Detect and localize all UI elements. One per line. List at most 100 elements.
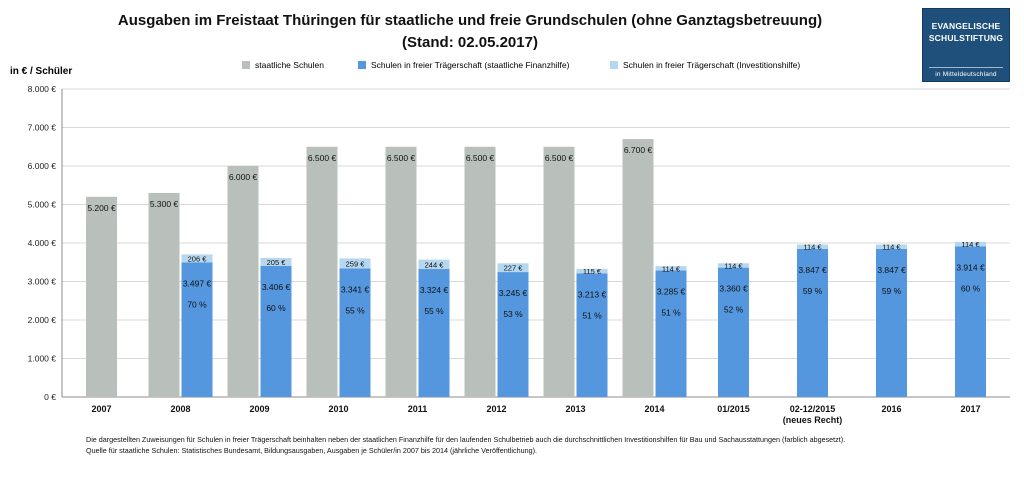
y-tick-label: 6.000 € — [28, 161, 57, 171]
bar-staatlich — [464, 146, 496, 397]
bar-investitionshilfe — [655, 266, 687, 271]
bar-staatlich — [148, 192, 180, 397]
bar-finanzhilfe — [339, 268, 371, 397]
data-label-investitionshilfe: 114 € — [662, 264, 681, 273]
legend-swatch-invest — [610, 61, 618, 69]
bar-finanzhilfe — [955, 246, 986, 397]
logo-text-line1: EVANGELISCHE — [931, 21, 1001, 31]
bar-finanzhilfe — [655, 270, 687, 397]
data-label-investitionshilfe: 114 € — [882, 243, 901, 252]
y-axis-label: in € / Schüler — [10, 66, 73, 77]
bar-finanzhilfe — [876, 248, 907, 397]
bar-finanzhilfe — [797, 248, 828, 397]
bar-staatlich — [227, 166, 259, 397]
data-label-percent: 59 % — [803, 286, 823, 296]
data-label-staatlich: 5.300 € — [150, 199, 179, 209]
bar-investitionshilfe — [576, 268, 608, 274]
bar-staatlich — [543, 146, 575, 397]
x-tick-label: 2011 — [408, 404, 428, 414]
x-tick-label: 2013 — [565, 404, 585, 414]
legend-label-finanzhilfe: Schulen in freier Trägerschaft (staatlic… — [371, 60, 570, 70]
data-label-finanzhilfe: 3.847 € — [877, 265, 906, 275]
chart-title: Ausgaben im Freistaat Thüringen für staa… — [117, 12, 823, 29]
data-label-investitionshilfe: 206 € — [188, 254, 208, 263]
data-label-finanzhilfe: 3.285 € — [657, 287, 686, 297]
data-label-finanzhilfe: 3.406 € — [262, 282, 291, 292]
data-label-finanzhilfe: 3.213 € — [578, 289, 607, 299]
data-label-investitionshilfe: 115 € — [583, 267, 602, 276]
data-label-percent: 51 % — [582, 310, 602, 320]
legend-item-staatlich: staatliche Schulen — [242, 60, 324, 70]
data-label-investitionshilfe: 227 € — [504, 264, 524, 273]
data-label-investitionshilfe: 259 € — [346, 259, 366, 268]
y-tick-label: 2.000 € — [28, 315, 57, 325]
bar-investitionshilfe — [797, 244, 828, 249]
bar-investitionshilfe — [876, 244, 907, 249]
footnote-2: Quelle für staatliche Schulen: Statistis… — [86, 446, 537, 455]
x-tick-label: 2016 — [881, 404, 901, 414]
y-tick-label: 3.000 € — [28, 277, 57, 287]
bar-finanzhilfe — [576, 273, 608, 397]
bar-finanzhilfe — [181, 262, 213, 397]
data-label-percent: 55 % — [345, 305, 365, 315]
legend-item-finanzhilfe: Schulen in freier Trägerschaft (staatlic… — [358, 60, 569, 70]
x-tick-label: (neues Recht) — [783, 415, 843, 425]
bar-staatlich — [622, 139, 654, 398]
x-tick-label: 01/2015 — [717, 404, 750, 414]
y-tick-label: 0 € — [44, 392, 56, 402]
bar-staatlich — [306, 146, 338, 397]
bar-investitionshilfe — [955, 241, 986, 247]
bar-finanzhilfe — [718, 267, 749, 397]
x-tick-label: 2014 — [644, 404, 664, 414]
x-tick-label: 02-12/2015 — [790, 404, 836, 414]
data-label-percent: 51 % — [661, 308, 681, 318]
bar-investitionshilfe — [718, 263, 749, 268]
legend-item-invest: Schulen in freier Trägerschaft (Investit… — [610, 60, 800, 70]
bar-finanzhilfe — [260, 265, 292, 397]
data-label-investitionshilfe: 244 € — [425, 260, 445, 269]
data-label-percent: 59 % — [882, 286, 902, 296]
bar-finanzhilfe — [418, 269, 450, 397]
footnote-1: Die dargestellten Zuweisungen für Schule… — [86, 435, 846, 444]
legend-swatch-staatlich — [242, 61, 250, 69]
x-tick-label: 2008 — [170, 404, 190, 414]
x-tick-label: 2012 — [486, 404, 506, 414]
data-label-staatlich: 6.500 € — [308, 153, 337, 163]
x-tick-label: 2007 — [91, 404, 111, 414]
x-tick-label: 2017 — [960, 404, 980, 414]
data-label-percent: 55 % — [424, 306, 444, 316]
logo: EVANGELISCHE SCHULSTIFTUNG in Mitteldeut… — [922, 8, 1010, 82]
bar-investitionshilfe — [260, 257, 292, 266]
data-label-investitionshilfe: 114 € — [961, 240, 980, 249]
data-label-finanzhilfe: 3.360 € — [719, 284, 748, 294]
data-label-percent: 70 % — [187, 299, 207, 309]
data-label-investitionshilfe: 114 € — [724, 261, 743, 270]
data-label-finanzhilfe: 3.914 € — [956, 262, 985, 272]
legend-label-invest: Schulen in freier Trägerschaft (Investit… — [623, 60, 801, 70]
data-label-percent: 60 % — [961, 283, 981, 293]
data-label-percent: 52 % — [724, 305, 744, 315]
logo-text-line2: SCHULSTIFTUNG — [928, 33, 1004, 43]
data-label-investitionshilfe: 114 € — [803, 243, 822, 252]
chart-subtitle: (Stand: 02.05.2017) — [402, 34, 538, 51]
data-label-percent: 53 % — [503, 309, 523, 319]
data-label-staatlich: 6.500 € — [466, 153, 495, 163]
data-label-staatlich: 5.200 € — [87, 203, 116, 213]
logo-text-line3: in Mitteldeutschland — [935, 71, 997, 78]
data-label-finanzhilfe: 3.324 € — [420, 285, 449, 295]
y-tick-label: 1.000 € — [28, 354, 57, 364]
legend-label-staatlich: staatliche Schulen — [255, 60, 324, 70]
bar-investitionshilfe — [339, 258, 371, 269]
data-label-finanzhilfe: 3.245 € — [499, 288, 528, 298]
data-label-finanzhilfe: 3.497 € — [183, 278, 212, 288]
legend-swatch-finanzhilfe — [358, 61, 366, 69]
y-tick-label: 5.000 € — [28, 200, 57, 210]
bar-investitionshilfe — [418, 259, 450, 270]
data-label-investitionshilfe: 205 € — [267, 258, 287, 267]
bar-staatlich — [385, 146, 417, 397]
data-label-staatlich: 6.500 € — [387, 153, 416, 163]
logo-divider — [929, 67, 1003, 68]
data-label-percent: 60 % — [266, 303, 286, 313]
x-tick-label: 2009 — [249, 404, 269, 414]
